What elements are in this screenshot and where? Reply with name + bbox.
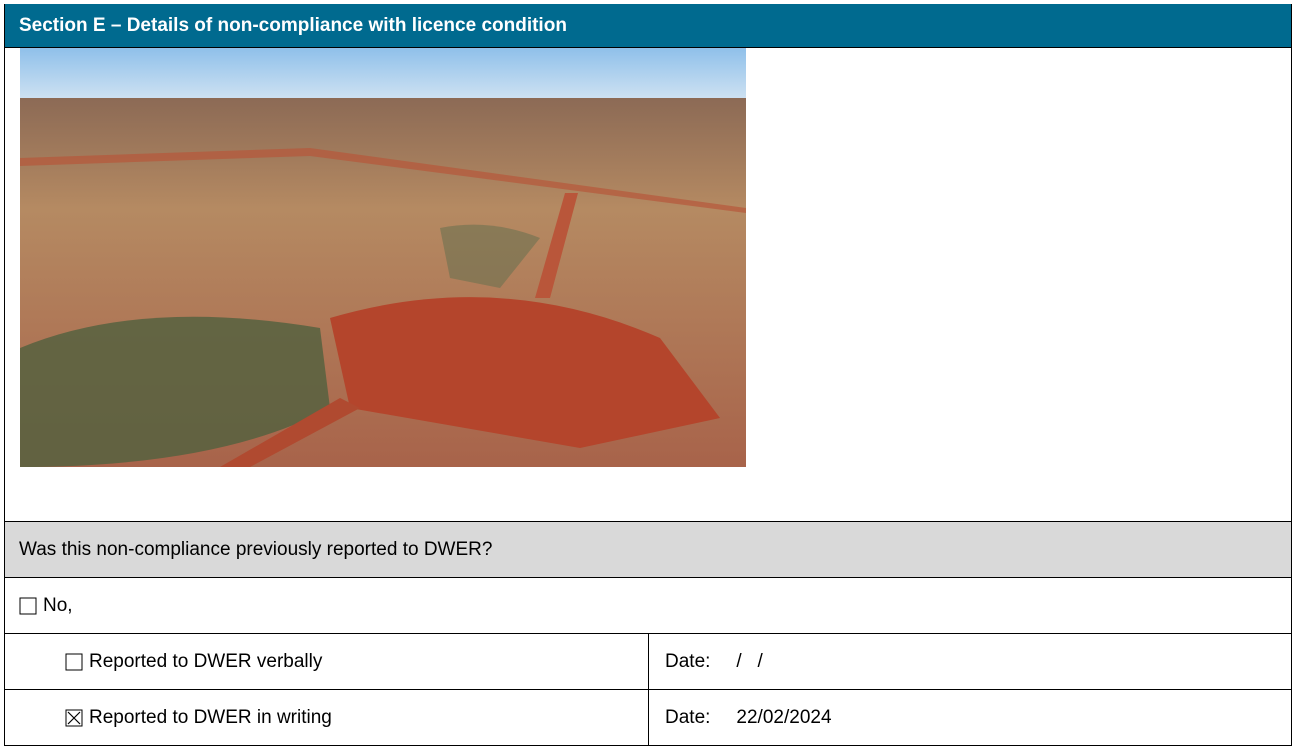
option-label: Reported to DWER verbally [89, 651, 322, 673]
date-cell: Date: 22/02/2024 [649, 690, 832, 745]
checkbox[interactable] [65, 653, 83, 671]
photo-cell [5, 48, 1291, 522]
checkbox[interactable] [19, 597, 37, 615]
date-value: / / [736, 651, 762, 673]
option-label: No, [43, 595, 73, 617]
site-photo [20, 48, 746, 467]
page: Section E – Details of non-compliance wi… [0, 0, 1292, 742]
question-row: Was this non-compliance previously repor… [5, 522, 1291, 578]
option-row: Reported to DWER verbally Date: / / [5, 634, 1291, 690]
section-title: Section E – Details of non-compliance wi… [19, 15, 567, 37]
date-cell: Date: / / [649, 634, 763, 689]
option-cell: Reported to DWER in writing [5, 690, 649, 745]
date-label: Date: [665, 651, 710, 673]
form: Section E – Details of non-compliance wi… [4, 4, 1292, 746]
date-value: 22/02/2024 [736, 707, 831, 729]
section-header: Section E – Details of non-compliance wi… [5, 4, 1291, 48]
option-row: No, [5, 578, 1291, 634]
option-row: Reported to DWER in writing Date: 22/02/20… [5, 690, 1291, 746]
option-label: Reported to DWER in writing [89, 707, 332, 729]
option-cell: Reported to DWER verbally [5, 634, 649, 689]
checkbox[interactable] [65, 709, 83, 727]
date-label: Date: [665, 707, 710, 729]
question: Was this non-compliance previously repor… [19, 539, 492, 561]
